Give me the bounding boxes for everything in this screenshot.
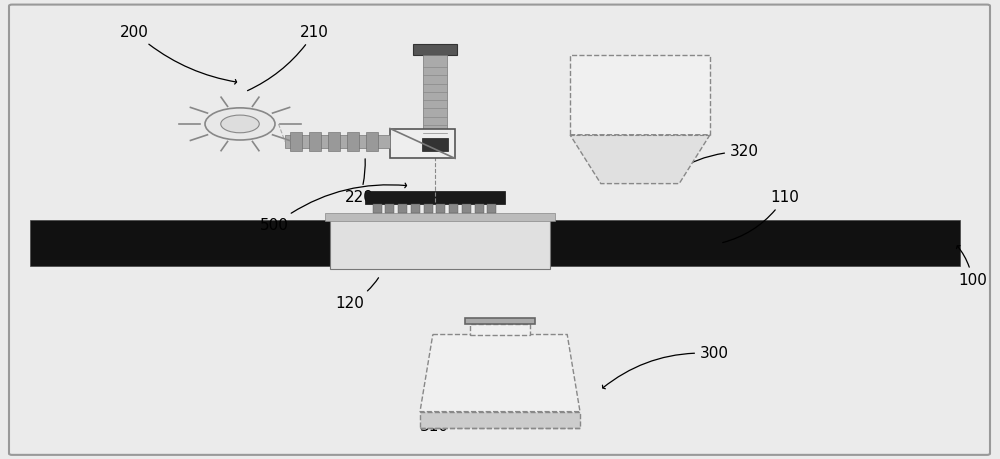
FancyBboxPatch shape xyxy=(9,5,990,455)
Circle shape xyxy=(205,108,275,140)
Text: 100: 100 xyxy=(957,246,987,288)
Polygon shape xyxy=(570,135,710,184)
Bar xyxy=(285,135,390,148)
Bar xyxy=(328,132,340,151)
Text: 300: 300 xyxy=(603,346,729,389)
Bar xyxy=(365,191,505,204)
Bar xyxy=(570,55,710,135)
Bar xyxy=(309,132,321,151)
Text: 200: 200 xyxy=(120,25,237,84)
Bar xyxy=(330,218,550,269)
Bar xyxy=(411,204,420,213)
Text: 320: 320 xyxy=(672,144,759,173)
Bar xyxy=(470,324,530,335)
Bar xyxy=(290,132,302,151)
Bar xyxy=(325,213,555,221)
Bar xyxy=(347,132,359,151)
Bar xyxy=(436,204,445,213)
Bar xyxy=(413,44,457,55)
Bar xyxy=(420,412,580,428)
Bar xyxy=(30,220,960,266)
Text: 120: 120 xyxy=(335,278,379,311)
Text: 310: 310 xyxy=(420,402,468,435)
Bar xyxy=(423,55,447,138)
Text: 210: 210 xyxy=(248,25,329,91)
Bar xyxy=(462,204,471,213)
Bar xyxy=(487,204,496,213)
Bar xyxy=(449,204,458,213)
Text: 220: 220 xyxy=(345,159,374,205)
Bar xyxy=(475,204,484,213)
Text: 110: 110 xyxy=(723,190,799,243)
Bar xyxy=(366,132,378,151)
Bar xyxy=(398,204,407,213)
Bar xyxy=(385,204,394,213)
Bar xyxy=(390,129,455,158)
Bar xyxy=(373,204,382,213)
Circle shape xyxy=(221,115,259,133)
Bar xyxy=(465,318,535,324)
Bar xyxy=(424,204,433,213)
Text: 500: 500 xyxy=(260,183,406,233)
Polygon shape xyxy=(420,335,580,412)
Bar xyxy=(422,138,448,151)
